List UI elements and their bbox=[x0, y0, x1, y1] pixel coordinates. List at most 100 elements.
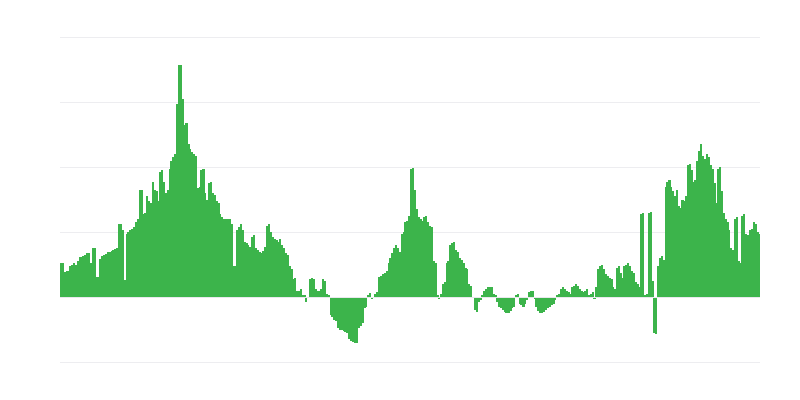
bar bbox=[239, 223, 242, 297]
bar bbox=[363, 297, 366, 309]
bar bbox=[277, 241, 280, 297]
bar bbox=[505, 297, 508, 313]
bar bbox=[587, 295, 591, 297]
bar bbox=[78, 257, 82, 297]
bar bbox=[638, 287, 641, 297]
bar bbox=[441, 284, 445, 297]
bar bbox=[318, 291, 321, 297]
bar bbox=[284, 253, 287, 297]
bar bbox=[312, 279, 315, 297]
bar bbox=[524, 297, 527, 304]
bar bbox=[628, 266, 632, 297]
bar bbox=[658, 258, 662, 297]
bar bbox=[722, 212, 725, 297]
bar bbox=[627, 262, 630, 297]
bar bbox=[690, 170, 694, 297]
bar bbox=[310, 277, 314, 297]
bar bbox=[144, 212, 147, 297]
bar bbox=[249, 246, 252, 297]
bar bbox=[335, 297, 338, 322]
bar bbox=[172, 157, 175, 297]
bar bbox=[299, 288, 302, 297]
bar bbox=[518, 297, 521, 304]
bar bbox=[426, 222, 430, 297]
bar bbox=[490, 287, 493, 297]
bar bbox=[65, 271, 68, 297]
bar bbox=[378, 276, 381, 297]
bar bbox=[191, 152, 194, 297]
bar bbox=[329, 297, 332, 315]
bar bbox=[554, 297, 557, 301]
bar bbox=[720, 191, 723, 297]
bar bbox=[112, 249, 115, 297]
bar bbox=[572, 285, 576, 297]
bar bbox=[95, 276, 98, 297]
bar bbox=[391, 253, 394, 297]
bar bbox=[419, 219, 422, 297]
bar bbox=[69, 266, 72, 297]
bar bbox=[595, 287, 598, 297]
bar bbox=[494, 295, 497, 297]
bar bbox=[439, 293, 443, 297]
bar bbox=[486, 287, 490, 297]
bar bbox=[696, 160, 699, 297]
bar bbox=[428, 225, 432, 297]
bar bbox=[273, 238, 276, 297]
bar bbox=[484, 288, 488, 297]
bar bbox=[668, 180, 671, 297]
bar bbox=[129, 230, 132, 297]
bar bbox=[569, 293, 572, 297]
bar bbox=[402, 232, 405, 297]
bar bbox=[584, 290, 587, 297]
bar bbox=[548, 297, 551, 307]
bar bbox=[185, 123, 188, 297]
bar bbox=[685, 196, 688, 297]
bar bbox=[333, 297, 336, 320]
bar bbox=[514, 295, 518, 297]
bar bbox=[398, 251, 402, 297]
bar bbox=[228, 219, 231, 297]
bar bbox=[614, 288, 617, 297]
bar bbox=[179, 64, 183, 297]
bar bbox=[503, 297, 506, 312]
bar bbox=[451, 243, 454, 297]
bar bbox=[415, 209, 418, 297]
bar bbox=[166, 189, 169, 297]
bar bbox=[421, 220, 424, 297]
bar bbox=[634, 282, 637, 297]
bar bbox=[245, 243, 248, 297]
bar bbox=[539, 297, 542, 313]
bar bbox=[469, 285, 473, 297]
bar bbox=[555, 295, 559, 297]
bar bbox=[404, 222, 407, 297]
bar bbox=[576, 285, 579, 297]
bar bbox=[527, 292, 531, 297]
bar bbox=[80, 257, 83, 297]
bar bbox=[226, 219, 229, 297]
bar bbox=[673, 196, 677, 297]
bar bbox=[308, 279, 312, 297]
bar bbox=[181, 98, 184, 297]
bar bbox=[104, 254, 108, 297]
bar bbox=[63, 271, 67, 297]
bar bbox=[758, 233, 761, 297]
bar bbox=[531, 291, 534, 297]
bar bbox=[174, 154, 177, 297]
bar bbox=[219, 214, 222, 297]
bar bbox=[119, 223, 123, 297]
bar bbox=[432, 261, 435, 297]
bar bbox=[82, 256, 85, 297]
bar bbox=[205, 199, 209, 297]
bar bbox=[337, 297, 340, 328]
bar bbox=[295, 290, 299, 297]
bar bbox=[468, 284, 471, 297]
bar bbox=[196, 188, 199, 297]
bar bbox=[550, 297, 553, 306]
bar bbox=[561, 287, 564, 297]
bar bbox=[140, 189, 143, 297]
bar bbox=[499, 297, 503, 309]
bar bbox=[436, 295, 439, 297]
bar bbox=[423, 217, 426, 297]
bar bbox=[585, 288, 589, 297]
